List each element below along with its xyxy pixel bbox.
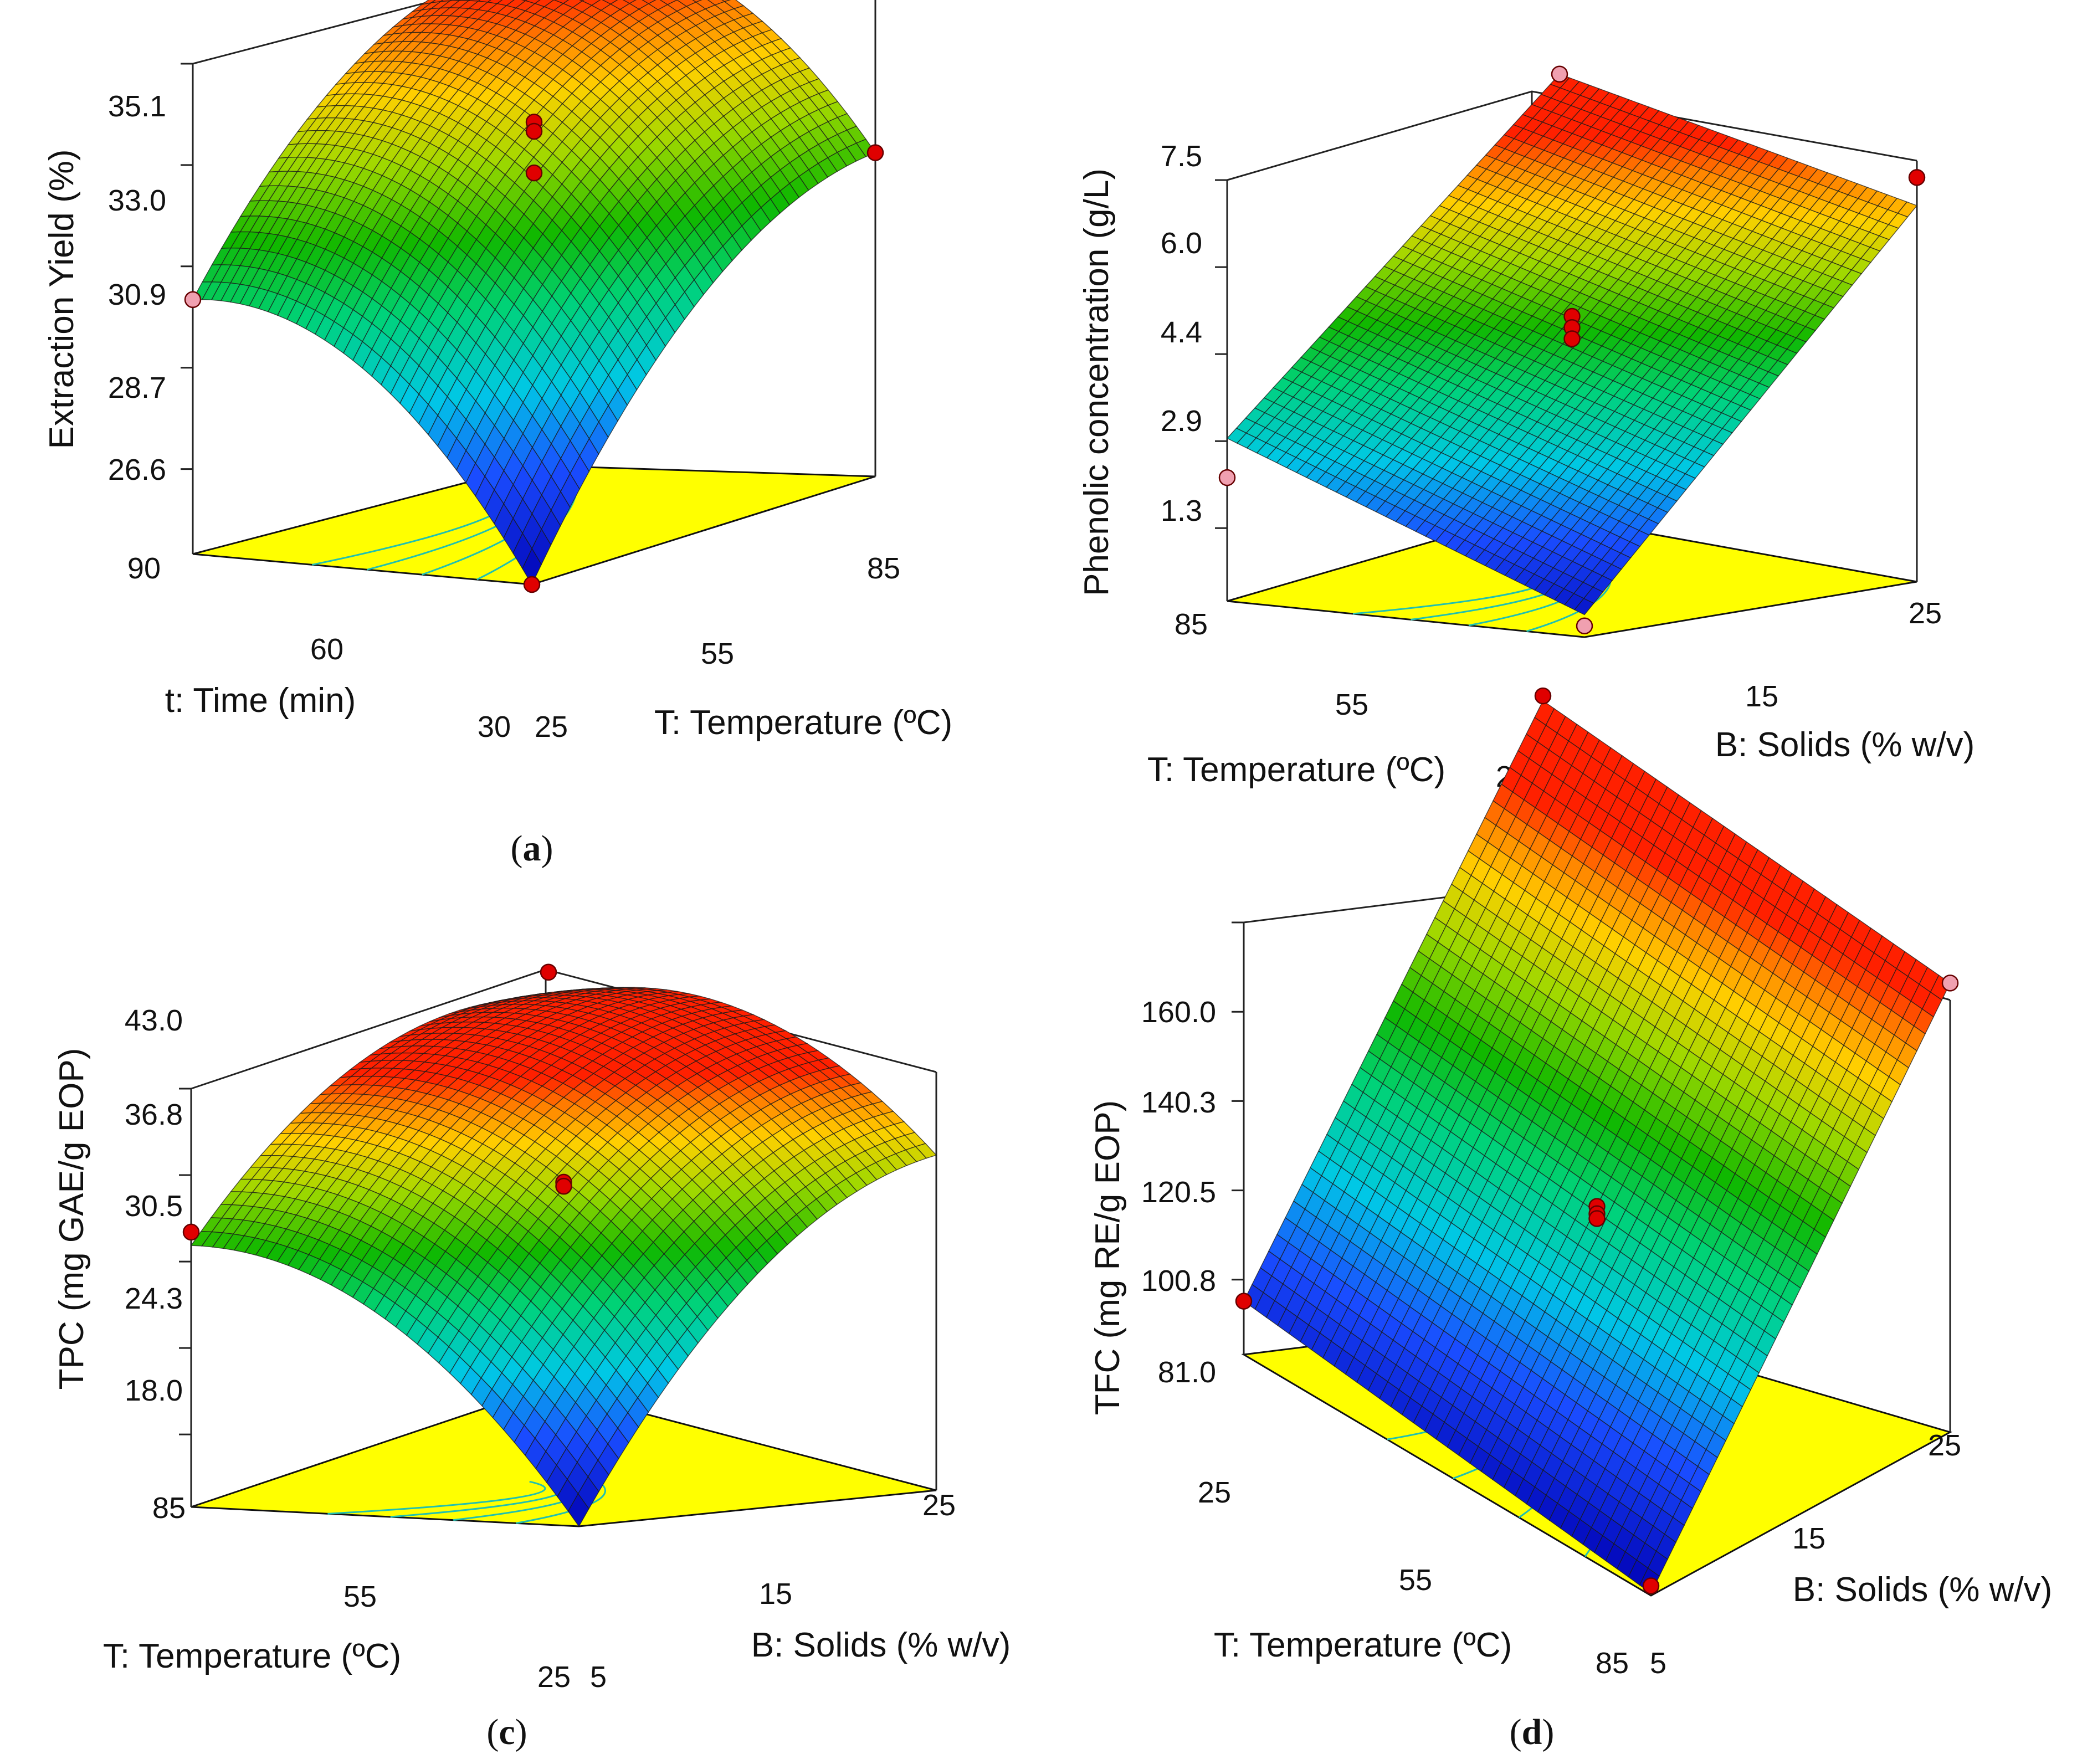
panel-a-left-tick: 30	[478, 710, 511, 743]
panel-c-z-axis-label: TPC (mg GAE/g EOP)	[53, 1048, 91, 1390]
panel-c-contour-line	[327, 1480, 546, 1515]
panel-c: 43.0 36.8 30.5 24.3 18.0 TPC (mg GAE/g E…	[53, 963, 1011, 1752]
panel-c-right-axis-label: B: Solids (% w/v)	[751, 1626, 1011, 1664]
panel-a-response-surface	[181, 0, 876, 586]
panel-a-surface-cell	[522, 547, 542, 586]
panel-a-design-point	[866, 144, 884, 161]
panel-a-z-ticks: 35.1 33.0 30.9 28.7 26.6	[108, 90, 166, 486]
panel-b-z-tick: 4.4	[1161, 316, 1202, 349]
panel-a-design-points	[184, 114, 884, 593]
panel-c-right-tick: 15	[759, 1577, 792, 1611]
panel-a-left-tick: 60	[310, 633, 343, 666]
panel-b-left-tick: 55	[1335, 688, 1368, 721]
panel-a-z-axis-label: Extraction Yield (%)	[43, 150, 81, 449]
panel-c-response-surface	[179, 968, 937, 1527]
panel-a-right-tick: 85	[867, 552, 900, 585]
panel-b-z-ticks: 7.5 6.0 4.4 2.9 1.3	[1161, 140, 1202, 527]
panel-a-left-axis-label: t: Time (min)	[165, 681, 356, 720]
panel-b-design-point	[1576, 617, 1593, 634]
panel-a-z-tick: 28.7	[108, 371, 166, 404]
panel-a-design-point	[525, 164, 543, 182]
panel-c-left-tick: 25	[537, 1660, 571, 1694]
panel-b-right-tick: 25	[1909, 597, 1942, 630]
panel-a-surface-mesh	[192, 0, 876, 586]
panel-a-design-point	[523, 576, 541, 593]
panel-b-z-tick: 6.0	[1161, 227, 1202, 260]
panel-a-left-tick: 90	[127, 552, 161, 585]
panel-a-z-tick: 26.6	[108, 453, 166, 486]
panel-b-right-tick: 15	[1745, 680, 1778, 713]
panel-a-z-tick: 30.9	[108, 278, 166, 311]
panel-c-z-tick: 36.8	[125, 1098, 183, 1131]
panel-b-design-point	[1218, 469, 1236, 486]
panel-b: 7.5 6.0 4.4 2.9 1.3 Phenolic concentrati…	[1078, 65, 1975, 869]
panel-a-surface-cell	[622, 0, 637, 4]
panel-b-right-axis-label: B: Solids (% w/v)	[1715, 726, 1975, 764]
panel-a-left-axis-ticks: 90 60 30	[127, 552, 511, 743]
panel-b-design-point	[1551, 65, 1568, 83]
panel-c-left-axis-label: T: Temperature (ºC)	[103, 1637, 401, 1675]
panel-b-z-tick: 2.9	[1161, 404, 1202, 438]
panel-c-design-point	[555, 1177, 572, 1195]
panel-d: 160.0 140.3 120.5 100.8 81.0 TFC (mg RE/…	[1089, 687, 2052, 1752]
panel-b-response-surface	[1215, 73, 1918, 638]
panel-c-design-point	[182, 1223, 200, 1241]
panel-b-surface-cell	[1574, 598, 1594, 616]
panel-b-left-tick: 85	[1175, 608, 1208, 641]
panel-a-z-tick: 33.0	[108, 184, 166, 217]
panel-b-design-point	[1563, 330, 1581, 347]
panel-c-z-tick: 24.3	[125, 1282, 183, 1315]
panel-b-left-axis-label: T: Temperature (ºC)	[1147, 751, 1445, 789]
panel-c-caption: (c)	[486, 1712, 527, 1752]
panel-c-left-tick: 55	[343, 1580, 377, 1613]
panel-a-caption: (a)	[511, 828, 553, 869]
panel-a-z-tick: 35.1	[108, 90, 166, 123]
panel-b-z-tick: 7.5	[1161, 140, 1202, 173]
panel-b-z-axis-label: Phenolic concentration (g/L)	[1078, 168, 1116, 596]
panel-b-z-tick: 1.3	[1161, 494, 1202, 527]
panel-b-surface-mesh	[1226, 73, 1918, 616]
panel-a-design-point	[184, 291, 202, 309]
panel-c-z-ticks: 43.0 36.8 30.5 24.3 18.0	[125, 1004, 183, 1407]
panel-c-left-tick: 85	[152, 1491, 186, 1525]
panel-d-response-surface	[1232, 700, 1952, 1597]
panel-b-design-point	[1908, 169, 1926, 186]
panel-c-z-tick: 43.0	[125, 1004, 183, 1037]
panel-a-right-axis-label: T: Temperature (ºC)	[654, 704, 952, 742]
panel-c-surface-mesh	[190, 987, 937, 1527]
panel-c-z-tick: 30.5	[125, 1189, 183, 1223]
panel-c-design-point	[540, 963, 557, 981]
panel-c-z-tick: 18.0	[125, 1374, 183, 1407]
panel-c-right-tick: 25	[922, 1489, 956, 1522]
panel-a: 35.1 33.0 30.9 28.7 26.6 Extraction Yiel…	[43, 0, 952, 869]
panel-b-design-points	[1218, 65, 1926, 634]
panel-c-right-tick: 5	[590, 1660, 607, 1694]
panel-a-right-tick: 55	[701, 637, 734, 670]
panel-a-top-rim	[192, 0, 440, 65]
panel-a-right-tick: 25	[535, 710, 568, 743]
panel-a-design-point	[525, 122, 543, 140]
panel-a-right-axis-ticks: 25 55 85	[535, 552, 900, 743]
panel-b-top-rim	[1227, 90, 1917, 181]
